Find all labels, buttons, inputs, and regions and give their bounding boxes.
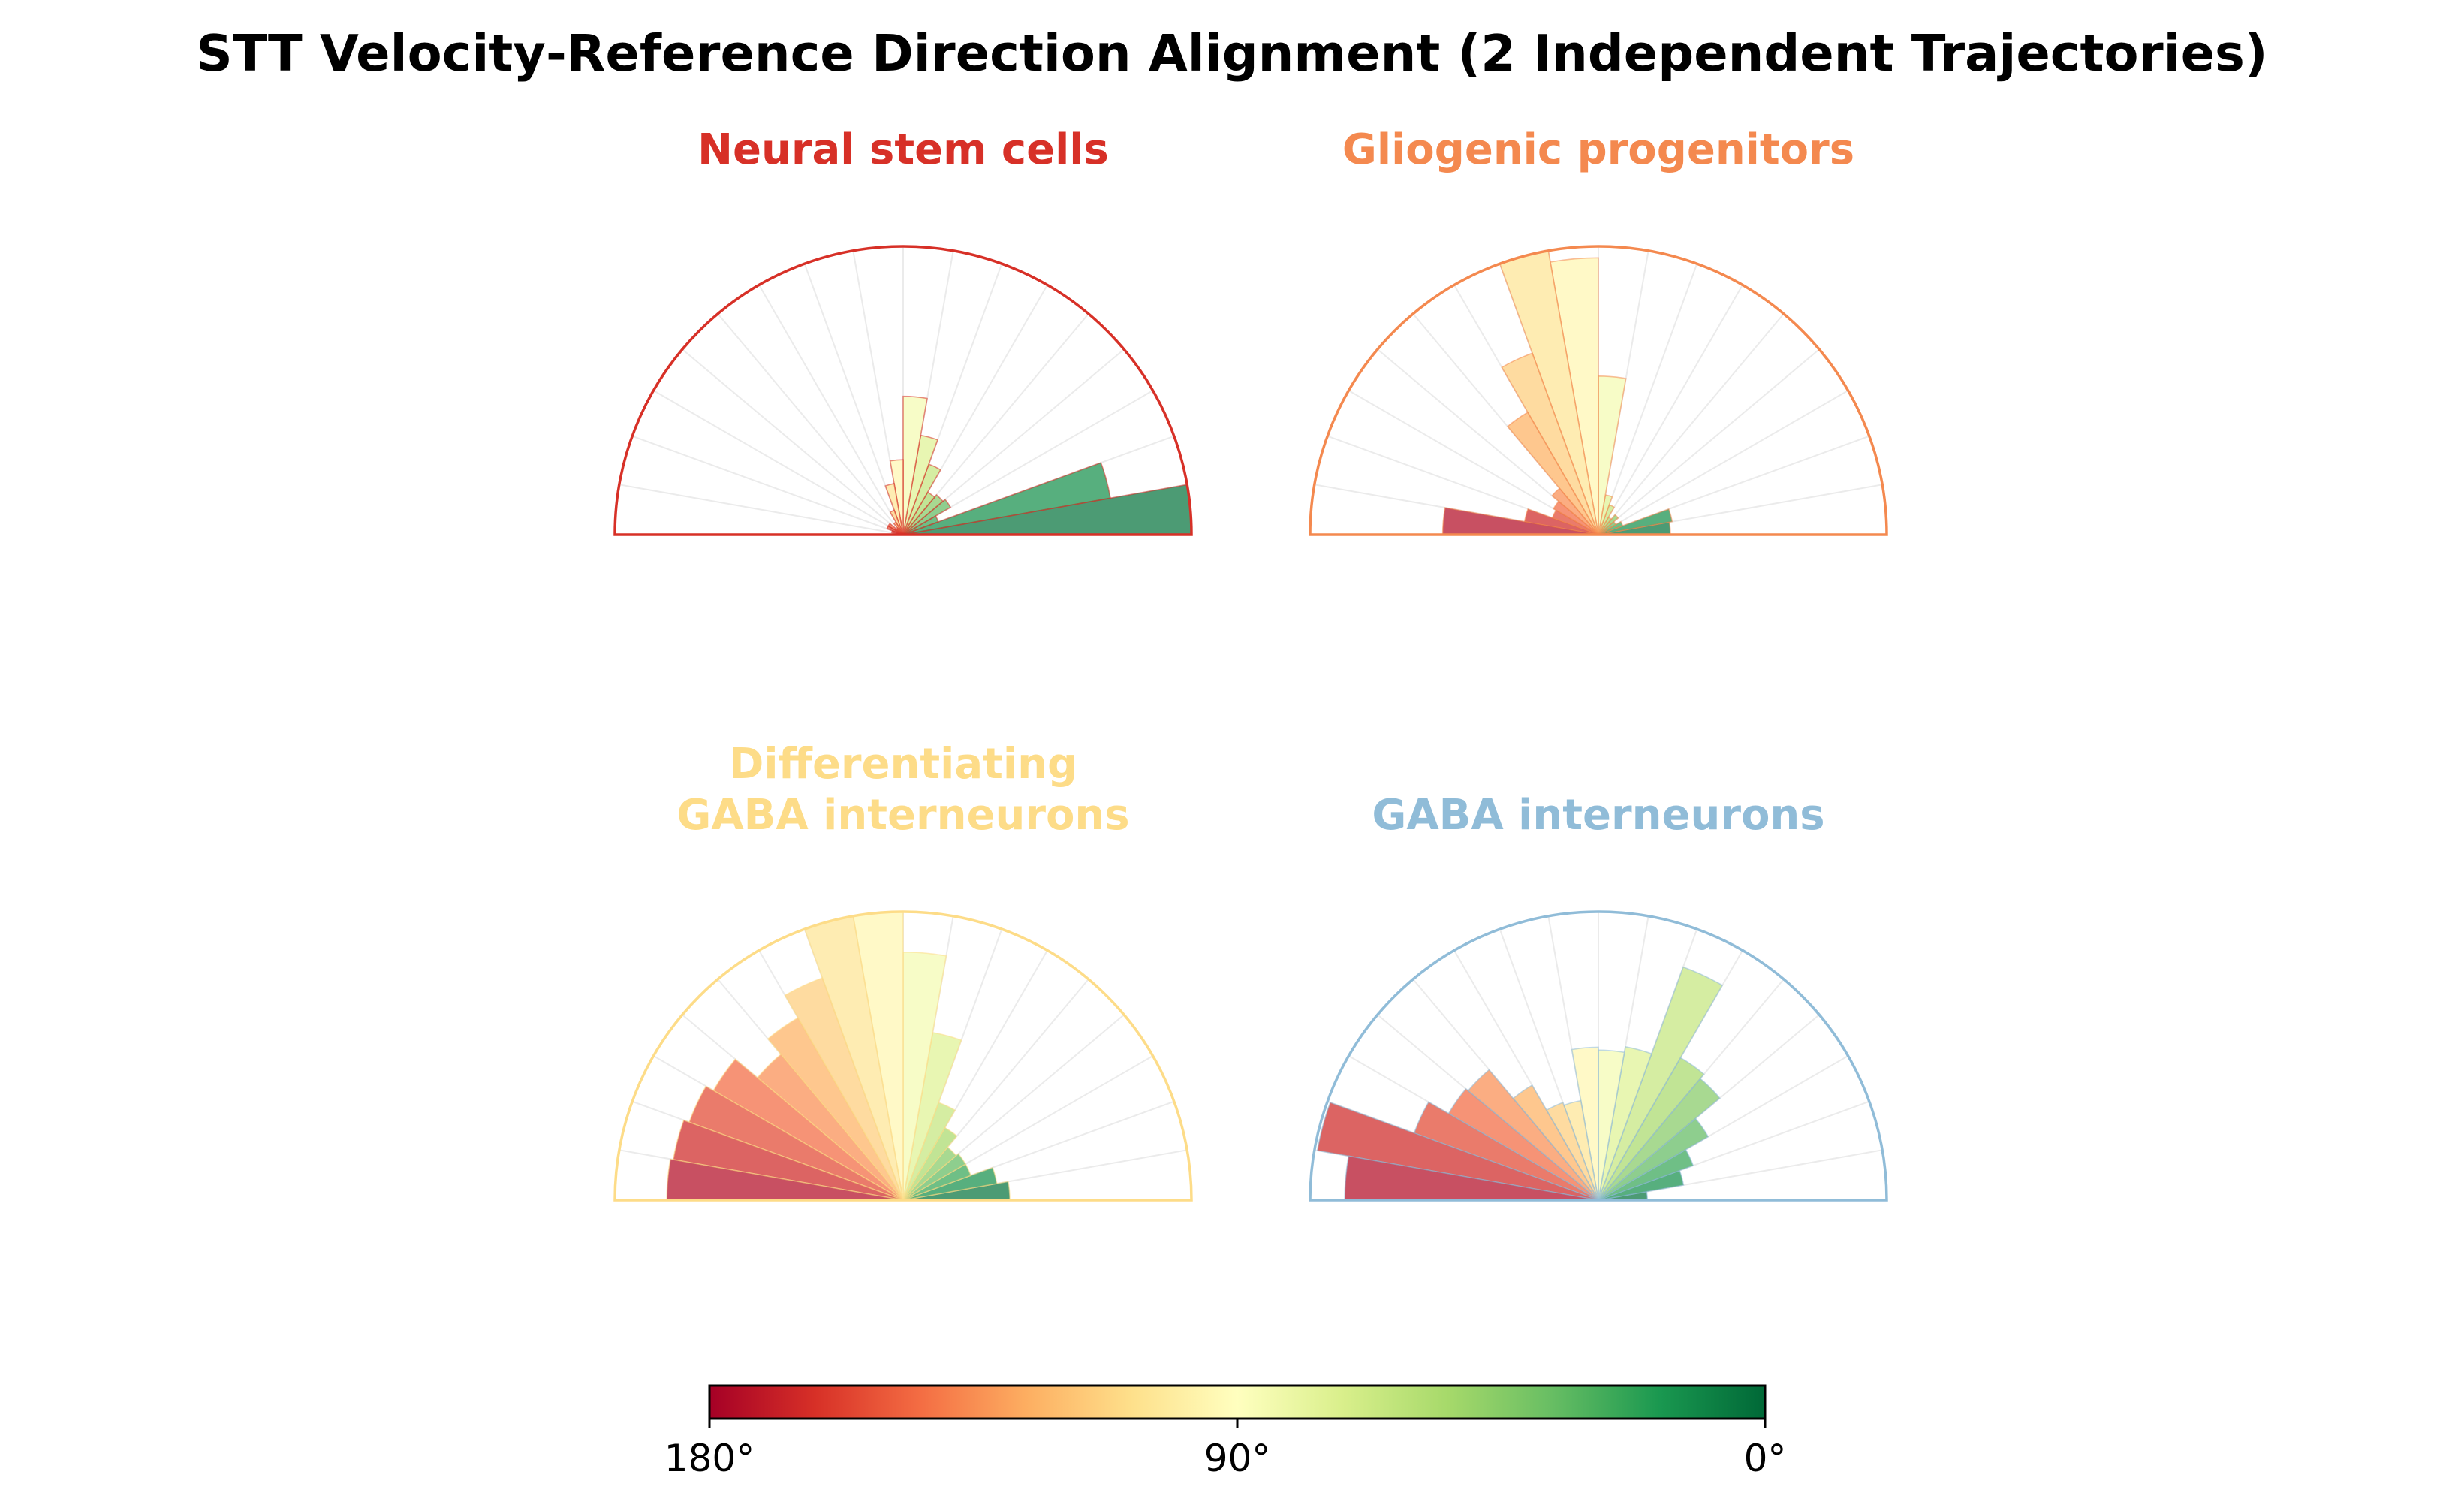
- polar-frame: [1309, 245, 1888, 536]
- polar-frame: [1309, 910, 1888, 1202]
- panel-gliogenic-progenitors: Gliogenic progenitors: [1309, 125, 1888, 536]
- polar-bar: [1598, 966, 1724, 1201]
- polar-bar: [902, 493, 944, 535]
- polar-bar: [902, 395, 928, 535]
- radial-gridline: [1598, 390, 1849, 535]
- radial-gridline: [1598, 348, 1820, 535]
- panel-title: Gliogenic progenitors: [1342, 125, 1854, 174]
- panel-title: GABA interneurons: [1372, 791, 1824, 840]
- polar-bar: [1506, 411, 1599, 535]
- polar-bar: [886, 525, 904, 535]
- polar-bar: [902, 1153, 967, 1201]
- polar-bar: [1598, 514, 1619, 535]
- polar-bar: [1598, 1045, 1652, 1201]
- figure-title: STT Velocity-Reference Direction Alignme…: [196, 24, 2267, 83]
- polar-bar: [1553, 500, 1599, 535]
- radial-gridline: [682, 348, 904, 535]
- polar-bar: [1501, 352, 1599, 535]
- polar-bar: [767, 1017, 904, 1201]
- colorbar: 180° 90° 0°: [664, 1384, 1787, 1480]
- panel-title: GABA interneurons: [676, 791, 1129, 840]
- radial-gridline: [1598, 284, 1743, 535]
- polar-bar: [902, 498, 952, 535]
- panel-title: Neural stem cells: [697, 125, 1109, 174]
- colorbar-tick-label: 90°: [1204, 1437, 1271, 1480]
- panel-gaba-interneurons: GABA interneurons: [1309, 791, 1888, 1202]
- radial-gridline: [1598, 313, 1785, 535]
- radial-gridline: [619, 484, 904, 535]
- radial-gridline: [717, 313, 904, 535]
- polar-bar: [784, 977, 904, 1201]
- radial-gridline: [1598, 263, 1698, 535]
- panel-title: Differentiating: [729, 740, 1077, 789]
- polar-bar: [1316, 1101, 1599, 1201]
- colorbar-tick-label: 180°: [664, 1437, 755, 1480]
- polar-frame: [613, 245, 1193, 536]
- radial-gridline: [758, 284, 904, 535]
- polar-frame: [613, 910, 1193, 1202]
- colorbar-gradient: [708, 1384, 1767, 1420]
- radial-gridline: [652, 390, 904, 535]
- radial-gridline: [631, 435, 904, 535]
- colorbar-tick-label: 0°: [1744, 1437, 1787, 1480]
- panel-neural-stem-cells: Neural stem cells: [613, 125, 1193, 536]
- polar-bar: [902, 462, 1111, 535]
- polar-bar: [1551, 487, 1599, 535]
